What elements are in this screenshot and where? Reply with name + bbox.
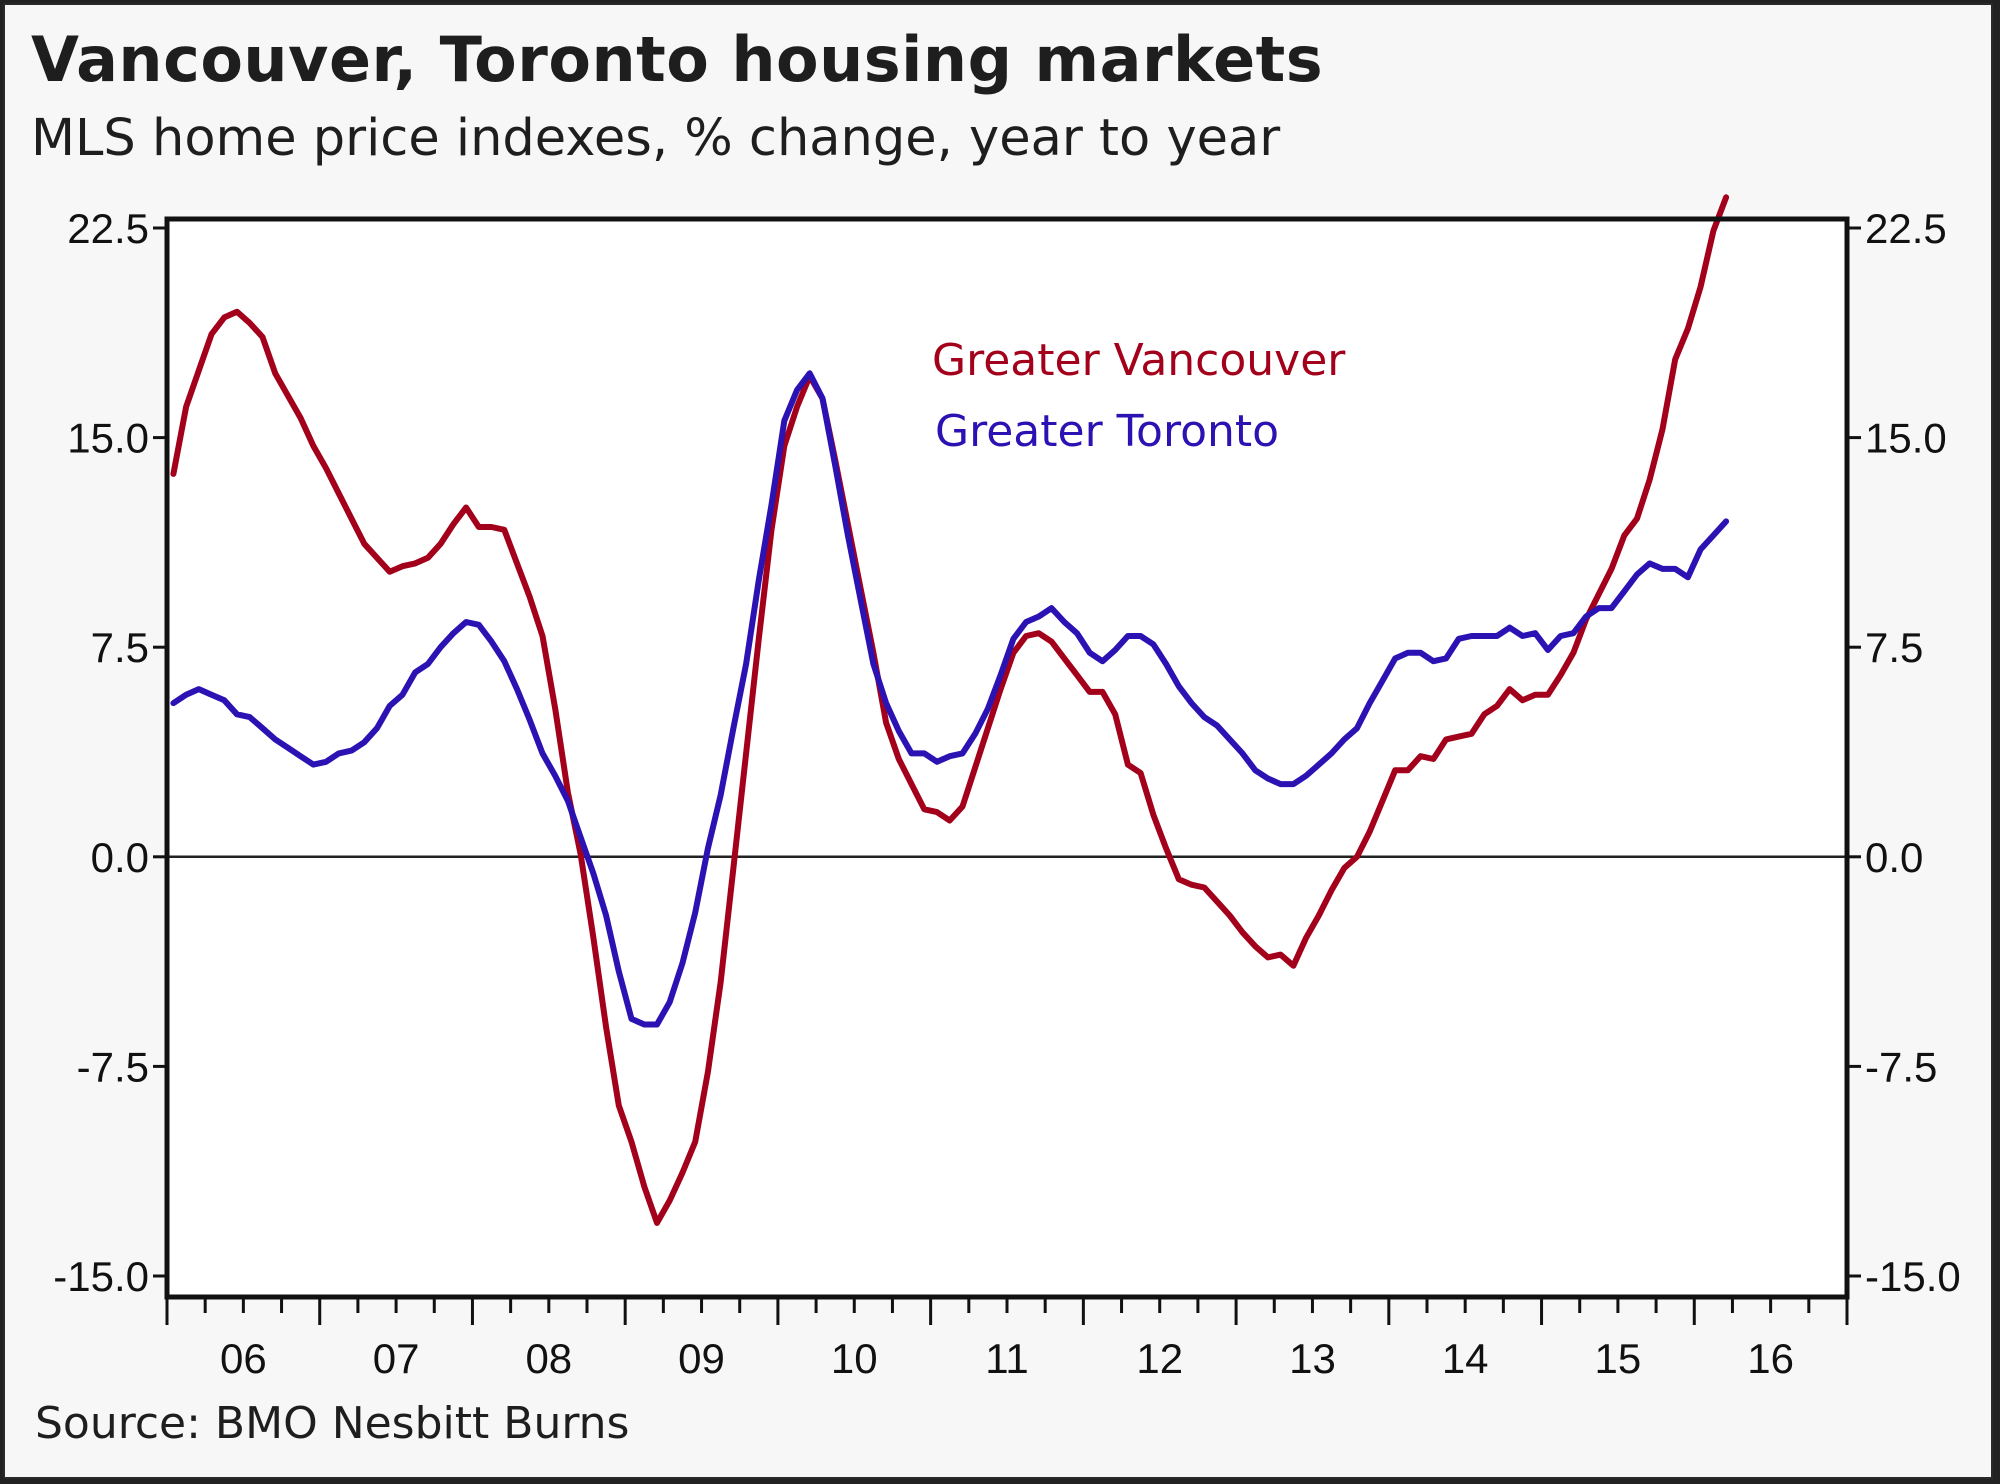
y-tick-label-right: 15.0: [1865, 415, 1947, 462]
x-tick-label: 06: [220, 1335, 267, 1382]
source-note: Source: BMO Nesbitt Burns: [35, 1398, 630, 1449]
y-tick-label-left: 22.5: [67, 205, 149, 252]
y-tick-label-right: 22.5: [1865, 205, 1947, 252]
x-tick-label: 11: [985, 1335, 1029, 1382]
legend-label-vancouver: Greater Vancouver: [932, 335, 1346, 386]
legend-label-toronto: Greater Toronto: [935, 406, 1279, 457]
y-tick-label-left: 15.0: [67, 415, 149, 462]
x-tick-label: 16: [1747, 1335, 1794, 1382]
y-tick-label-left: 7.5: [91, 624, 149, 671]
plot-area: [167, 219, 1847, 1297]
y-tick-label-left: -15.0: [53, 1253, 149, 1300]
x-tick-label: 15: [1595, 1335, 1642, 1382]
x-tick-label: 10: [831, 1335, 878, 1382]
x-tick-label: 07: [373, 1335, 420, 1382]
x-tick-label: 08: [525, 1335, 572, 1382]
series-line-greater-toronto: [170, 370, 1730, 1028]
x-tick-label: 12: [1136, 1335, 1183, 1382]
x-tick-label: 14: [1442, 1335, 1489, 1382]
x-tick-label: 09: [678, 1335, 725, 1382]
y-tick-label-left: 0.0: [91, 834, 149, 881]
y-tick-label-right: -7.5: [1865, 1043, 1937, 1090]
y-tick-label-right: 7.5: [1865, 624, 1923, 671]
chart-subtitle: MLS home price indexes, % change, year t…: [31, 109, 1281, 168]
y-tick-label-right: 0.0: [1865, 834, 1923, 881]
y-tick-label-left: -7.5: [77, 1043, 149, 1090]
y-tick-label-right: -15.0: [1865, 1253, 1961, 1300]
chart-title: Vancouver, Toronto housing markets: [31, 23, 1324, 96]
x-tick-label: 13: [1289, 1335, 1336, 1382]
series-line-greater-vancouver: [170, 194, 1730, 1226]
